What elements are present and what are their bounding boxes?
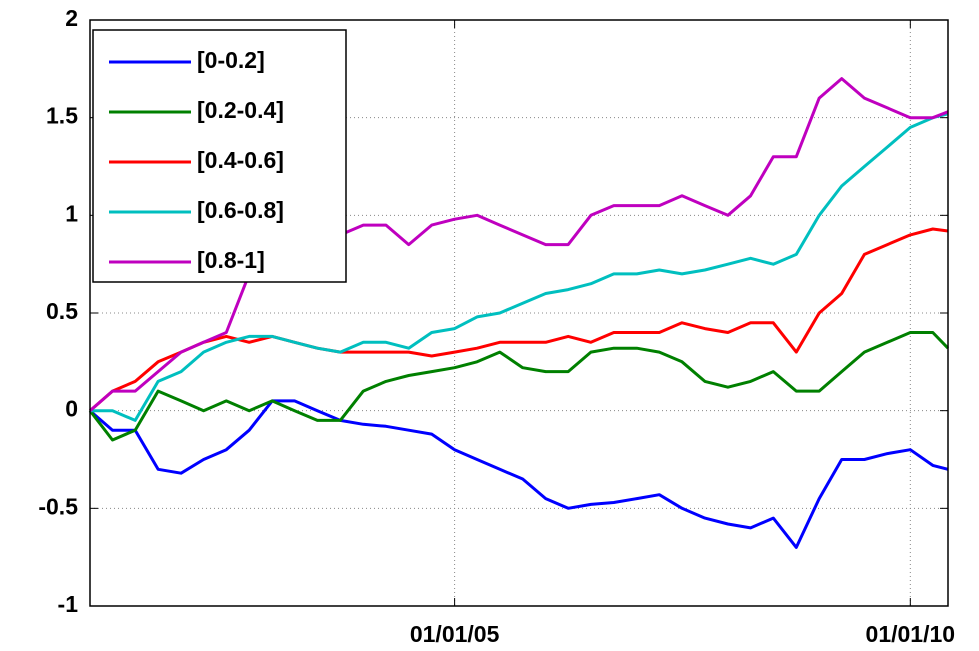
x-tick-label: 01/01/05 <box>410 621 500 647</box>
series-line <box>88 331 950 442</box>
y-tick-label: 1.5 <box>46 103 78 129</box>
y-tick-label: 0.5 <box>46 298 78 324</box>
legend: [0-0.2] [0.2-0.4] [0.4-0.6] [0.6-0.8] [0.8-1… <box>92 29 347 283</box>
series-line <box>89 399 949 549</box>
legend-label: [0.8-1] <box>197 247 265 273</box>
legend-label: [0.4-0.6] <box>197 147 284 173</box>
y-tick-label: 1 <box>65 200 78 226</box>
legend-label: [0.2-0.4] <box>197 97 284 123</box>
y-tick-label: -1 <box>58 591 79 617</box>
legend-label: [0.6-0.8] <box>197 197 284 223</box>
series-line <box>89 227 949 412</box>
y-tick-label: -0.5 <box>38 493 78 519</box>
series-line <box>89 77 949 412</box>
y-tick-label: 0 <box>65 396 78 422</box>
legend-box <box>92 29 347 283</box>
series-line <box>90 112 949 422</box>
x-tick-label: 01/01/10 <box>866 621 956 647</box>
axes-box <box>89 19 949 607</box>
y-tick-label: 2 <box>65 5 78 31</box>
legend-label: [0-0.2] <box>197 47 265 73</box>
